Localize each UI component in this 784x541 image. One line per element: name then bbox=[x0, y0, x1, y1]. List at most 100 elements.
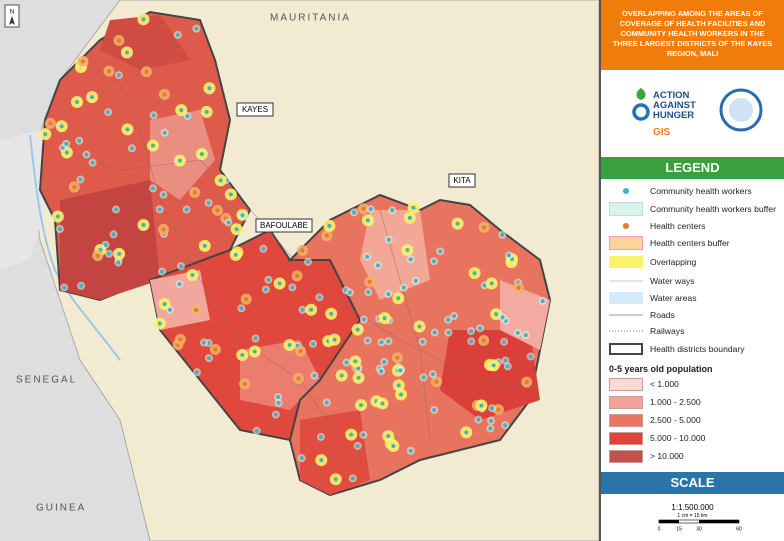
north-label: N bbox=[10, 10, 14, 16]
scale-ratio: 1:1.500.000 bbox=[671, 503, 714, 512]
health-worker bbox=[399, 392, 404, 397]
health-worker bbox=[417, 324, 422, 329]
legend-label: Health districts boundary bbox=[650, 344, 745, 354]
health-worker bbox=[515, 330, 520, 335]
health-worker bbox=[185, 114, 190, 119]
health-center bbox=[162, 92, 167, 97]
health-center bbox=[194, 308, 199, 313]
health-worker bbox=[162, 302, 167, 307]
health-worker bbox=[239, 306, 244, 311]
health-worker bbox=[90, 160, 95, 165]
scale-note: 1 cm = 15 km bbox=[677, 513, 708, 519]
health-worker bbox=[305, 259, 310, 264]
health-worker bbox=[361, 317, 366, 322]
health-worker bbox=[184, 207, 189, 212]
health-worker bbox=[64, 150, 69, 155]
health-worker bbox=[339, 373, 344, 378]
health-center bbox=[192, 190, 197, 195]
legend-label: Community health workers bbox=[650, 186, 752, 196]
health-worker bbox=[472, 271, 477, 276]
logo-line: HUNGER bbox=[653, 110, 695, 121]
health-worker bbox=[361, 432, 366, 437]
district-labels: KAYES BAFOULABE KITA bbox=[236, 102, 476, 233]
health-worker bbox=[523, 333, 528, 338]
health-center bbox=[242, 381, 247, 386]
health-center bbox=[395, 355, 400, 360]
health-worker bbox=[386, 237, 391, 242]
health-worker bbox=[79, 283, 84, 288]
health-worker bbox=[150, 143, 155, 148]
health-worker bbox=[157, 207, 162, 212]
scale-bar: 0 15 30 60 bbox=[658, 519, 742, 532]
north-arrow-icon bbox=[9, 16, 15, 25]
health-worker bbox=[353, 359, 358, 364]
health-worker bbox=[202, 243, 207, 248]
health-worker bbox=[407, 215, 412, 220]
health-worker bbox=[207, 86, 212, 91]
legend-swatch bbox=[609, 309, 643, 322]
country-label: SENEGAL bbox=[16, 375, 77, 386]
river bbox=[29, 134, 121, 361]
health-worker bbox=[382, 359, 387, 364]
health-center bbox=[298, 349, 303, 354]
health-worker bbox=[432, 407, 437, 412]
label-box bbox=[236, 102, 274, 117]
health-worker bbox=[157, 321, 162, 326]
health-worker bbox=[64, 141, 69, 146]
health-worker bbox=[396, 296, 401, 301]
health-worker bbox=[124, 50, 129, 55]
health-worker bbox=[390, 208, 395, 213]
label-box bbox=[255, 218, 313, 233]
health-worker bbox=[455, 221, 460, 226]
swatch-shape bbox=[609, 330, 643, 332]
health-worker bbox=[252, 349, 257, 354]
district-zone bbox=[500, 280, 550, 350]
legend-item: Roads bbox=[609, 308, 675, 322]
class-swatch bbox=[609, 377, 643, 391]
health-worker bbox=[489, 418, 494, 423]
logo-ministry bbox=[719, 88, 763, 132]
health-worker bbox=[141, 222, 146, 227]
health-worker bbox=[177, 158, 182, 163]
legend-header: LEGEND bbox=[601, 157, 784, 179]
health-worker bbox=[368, 207, 373, 212]
map: MAURITANIA SENEGAL GUINEA KAYES BAFOULAB… bbox=[0, 0, 599, 541]
legend-label: Roads bbox=[650, 310, 675, 320]
health-worker bbox=[421, 375, 426, 380]
health-center bbox=[107, 69, 112, 74]
health-center bbox=[367, 279, 372, 284]
health-worker bbox=[356, 366, 361, 371]
health-worker bbox=[469, 339, 474, 344]
health-worker bbox=[162, 130, 167, 135]
swatch-shape bbox=[609, 292, 643, 304]
health-worker bbox=[62, 285, 67, 290]
swatch-shape bbox=[609, 236, 643, 250]
health-worker bbox=[206, 200, 211, 205]
health-worker bbox=[311, 341, 316, 346]
legend-label: Health centers bbox=[650, 221, 706, 231]
health-worker bbox=[327, 223, 332, 228]
health-worker bbox=[204, 109, 209, 114]
swatch-shape bbox=[609, 202, 643, 216]
class-label: < 1.000 bbox=[650, 379, 679, 389]
health-worker bbox=[84, 152, 89, 157]
health-worker bbox=[405, 248, 410, 253]
health-worker bbox=[107, 251, 112, 256]
legend-item: Health districts boundary bbox=[609, 342, 745, 356]
health-worker bbox=[489, 281, 494, 286]
health-worker bbox=[263, 287, 268, 292]
health-worker bbox=[380, 401, 385, 406]
health-worker bbox=[452, 314, 457, 319]
health-center bbox=[361, 206, 366, 211]
legend-item: Water areas bbox=[609, 291, 697, 305]
health-worker bbox=[103, 242, 108, 247]
health-worker bbox=[528, 354, 533, 359]
swatch-shape bbox=[609, 256, 643, 268]
health-worker bbox=[228, 192, 233, 197]
health-worker bbox=[160, 269, 165, 274]
health-worker bbox=[117, 251, 122, 256]
health-center bbox=[244, 297, 249, 302]
health-worker bbox=[276, 400, 281, 405]
legend-swatch bbox=[609, 292, 643, 305]
health-worker bbox=[312, 373, 317, 378]
